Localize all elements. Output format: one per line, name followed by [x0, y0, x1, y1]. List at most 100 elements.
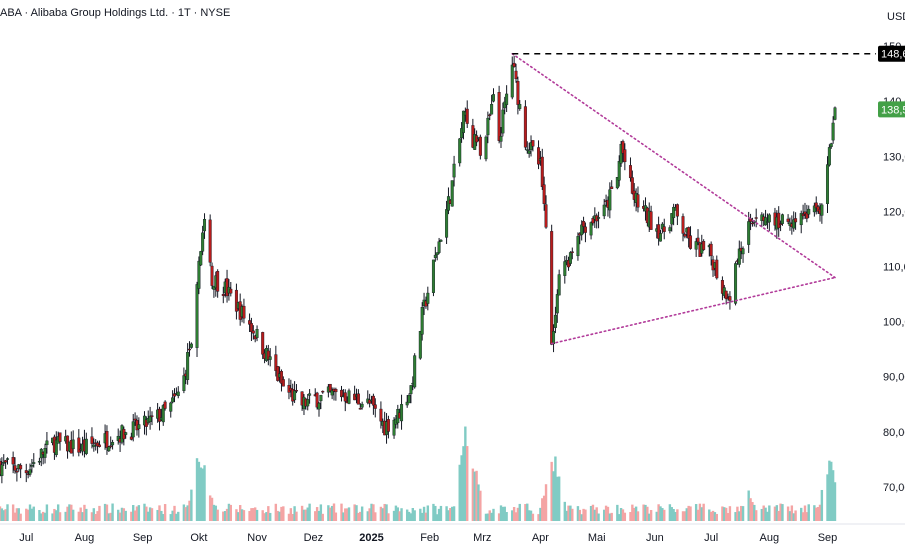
volume-bar	[0, 508, 4, 521]
candle	[92, 438, 96, 452]
candle	[221, 286, 225, 304]
volume-bar	[321, 513, 324, 521]
candle	[777, 206, 781, 237]
x-tick-label: Sep	[818, 532, 838, 544]
candle	[486, 111, 490, 144]
volume-bar	[751, 502, 754, 521]
volume-bar	[724, 507, 728, 521]
x-tick-label: Jul	[19, 532, 33, 544]
candle	[400, 394, 404, 430]
candle	[694, 238, 698, 257]
volume-bar	[747, 490, 750, 521]
volume-bar	[261, 510, 264, 521]
volume-bar	[768, 505, 771, 521]
candle	[124, 431, 128, 439]
volume-bar	[394, 505, 398, 521]
candle	[274, 345, 278, 377]
candle	[615, 177, 619, 190]
volume-bar	[426, 505, 430, 521]
volume-bar	[171, 510, 174, 521]
candle	[452, 155, 456, 187]
volume-bar	[591, 504, 595, 521]
volume-bar	[830, 461, 833, 521]
candle	[54, 431, 58, 458]
candle	[356, 389, 360, 405]
volume-bar	[537, 514, 540, 521]
volume-bar	[618, 514, 621, 521]
candle	[779, 220, 783, 232]
candle	[767, 213, 771, 231]
volume-bar	[668, 504, 672, 521]
candle	[829, 142, 833, 149]
volume-bar	[6, 504, 9, 521]
volume-bar	[379, 506, 383, 521]
volume-bar	[518, 503, 521, 521]
volume-bar	[726, 513, 730, 521]
candle	[687, 226, 691, 248]
volume-bar	[610, 512, 613, 521]
volume-bar	[214, 505, 217, 521]
candle	[630, 170, 634, 195]
candle	[203, 213, 207, 239]
x-tick-label: Aug	[75, 532, 95, 544]
candle	[465, 100, 469, 128]
volume-bar	[45, 504, 49, 521]
candle	[24, 463, 28, 483]
trendline	[550, 276, 836, 345]
volume-bar	[634, 506, 638, 521]
volume-bar	[366, 511, 369, 521]
candle	[689, 226, 693, 250]
candle	[510, 56, 514, 100]
candle	[812, 202, 816, 217]
candle	[0, 457, 4, 484]
x-tick-label: Nov	[247, 532, 267, 544]
volume-bar	[685, 508, 688, 521]
volume-bar	[242, 510, 246, 521]
last-price-tag	[878, 101, 905, 118]
volume-bar	[597, 513, 600, 521]
candle	[77, 429, 81, 457]
x-tick-label: Sep	[133, 532, 153, 544]
candle	[501, 102, 505, 137]
volume-bar	[794, 510, 797, 521]
candle	[658, 229, 662, 242]
volume-bar	[345, 508, 349, 521]
volume-bar	[118, 512, 122, 521]
volume-bar	[267, 506, 270, 521]
volume-bar	[405, 509, 409, 521]
volume-bar	[462, 446, 465, 521]
candle	[360, 401, 364, 410]
candle	[248, 313, 252, 333]
candle	[268, 348, 272, 367]
volume-bar	[332, 503, 336, 521]
volume-bar	[708, 509, 711, 521]
volume-bar	[676, 509, 679, 521]
volume-bar	[512, 506, 516, 521]
candle	[150, 411, 154, 426]
volume-bar	[466, 446, 469, 521]
candle	[131, 414, 135, 442]
candle	[591, 216, 595, 226]
volume-bar	[238, 505, 242, 521]
candle	[208, 214, 212, 267]
volume-bar	[777, 510, 780, 521]
candle	[675, 203, 679, 226]
volume-bar	[163, 504, 167, 521]
volume-bar	[90, 512, 94, 521]
volume-bar	[702, 503, 705, 521]
volume-bar	[169, 514, 172, 521]
volume-bar	[407, 511, 411, 521]
candle	[37, 457, 41, 465]
candle	[542, 176, 546, 211]
volume-bar	[813, 505, 816, 521]
candle	[807, 205, 811, 218]
candle	[568, 251, 572, 266]
volume-bar	[53, 508, 56, 521]
candle	[445, 200, 449, 245]
candle	[696, 229, 700, 246]
volume-bar	[107, 513, 111, 521]
candle	[582, 216, 586, 234]
candle	[255, 325, 259, 342]
volume-bar	[788, 511, 792, 521]
